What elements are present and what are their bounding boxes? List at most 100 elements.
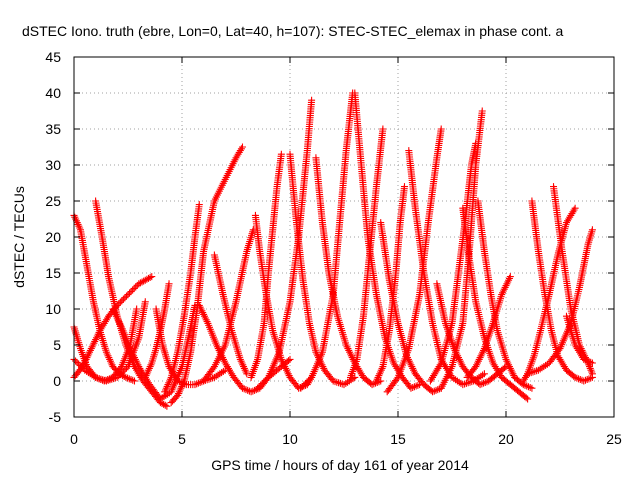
data-point [127, 376, 135, 384]
data-point [122, 373, 130, 381]
data-point [400, 183, 408, 191]
data-point [73, 358, 81, 366]
data-point [209, 364, 217, 372]
data-point [196, 378, 204, 386]
data-point [161, 388, 169, 396]
x-tick-label: 25 [606, 431, 622, 447]
data-point [410, 383, 418, 391]
y-tick-label: 35 [45, 121, 61, 137]
data-point [163, 402, 171, 410]
data-series-9 [167, 143, 246, 407]
data-point [432, 386, 440, 394]
data-point [461, 380, 469, 388]
data-point [526, 383, 534, 391]
data-point [555, 346, 563, 354]
data-point [464, 379, 472, 387]
data-point [478, 107, 486, 115]
data-series-31 [463, 273, 514, 381]
data-point [277, 150, 285, 158]
data-point [580, 377, 588, 385]
data-point [75, 360, 83, 368]
data-point [588, 370, 596, 378]
data-point [118, 297, 126, 305]
data-point [580, 355, 588, 363]
data-point [129, 286, 137, 294]
x-tick-label: 10 [282, 431, 298, 447]
data-point [429, 388, 437, 396]
data-point [125, 375, 133, 383]
y-tick-label: 25 [45, 193, 61, 209]
data-series-6 [109, 301, 199, 403]
data-point [249, 387, 257, 395]
data-point [116, 370, 124, 378]
data-point [393, 375, 401, 383]
y-tick-labels: -5 0 5 10 15 20 25 30 35 40 45 [45, 49, 61, 425]
data-point [119, 367, 127, 375]
y-tick-label: -5 [49, 409, 62, 425]
data-point [368, 381, 376, 389]
data-point [194, 379, 202, 387]
data-point [133, 305, 141, 313]
data-point [414, 381, 422, 389]
data-series-27 [426, 139, 480, 385]
x-axis-label: GPS time / hours of day 161 of year 2014 [211, 457, 469, 473]
data-point [481, 378, 489, 386]
data-series-36 [562, 312, 596, 367]
data-point [129, 376, 137, 384]
data-point [576, 376, 584, 384]
data-point [524, 395, 532, 403]
data-series-18 [312, 154, 385, 389]
y-tick-label: 40 [45, 85, 61, 101]
data-point [127, 288, 135, 296]
x-tick-label: 5 [178, 431, 186, 447]
data-point [301, 380, 309, 388]
data-point [409, 383, 417, 391]
data-point [120, 373, 128, 380]
data-point [247, 388, 255, 396]
data-point [575, 375, 583, 383]
data-point [501, 364, 509, 372]
data-point [116, 364, 124, 372]
y-tick-label: 20 [45, 229, 61, 245]
data-point [379, 125, 387, 133]
y-tick-label: 5 [53, 337, 61, 353]
data-series-17 [254, 96, 316, 392]
data-point [462, 379, 470, 387]
data-point [524, 383, 532, 391]
data-point [116, 298, 124, 306]
data-point [118, 369, 126, 377]
data-point [528, 384, 536, 392]
data-point [583, 376, 591, 384]
data-point [335, 379, 343, 387]
data-point [480, 379, 488, 387]
x-tick-labels: 0 5 10 15 20 25 [70, 431, 622, 447]
y-tick-label: 10 [45, 301, 61, 317]
data-point [240, 385, 248, 393]
data-point [132, 283, 140, 291]
data-point [130, 284, 138, 292]
data-point [412, 382, 420, 390]
data-point [522, 394, 530, 402]
data-point [305, 376, 313, 384]
data-point [122, 364, 130, 372]
data-point [437, 125, 445, 133]
data-point [121, 294, 129, 302]
data-point [113, 373, 121, 381]
data-point [521, 381, 529, 389]
data-point [476, 381, 484, 389]
data-point [126, 289, 134, 297]
series-marks [70, 89, 596, 410]
data-point [430, 387, 438, 395]
data-point [130, 377, 138, 385]
data-series-13 [200, 226, 257, 385]
data-point [260, 378, 268, 386]
data-point [571, 373, 579, 381]
data-point [300, 381, 308, 389]
x-tick-label: 0 [70, 431, 78, 447]
data-point [303, 378, 311, 386]
data-point [285, 357, 293, 365]
data-point [587, 358, 595, 366]
data-point [72, 357, 80, 365]
data-point [174, 377, 182, 385]
